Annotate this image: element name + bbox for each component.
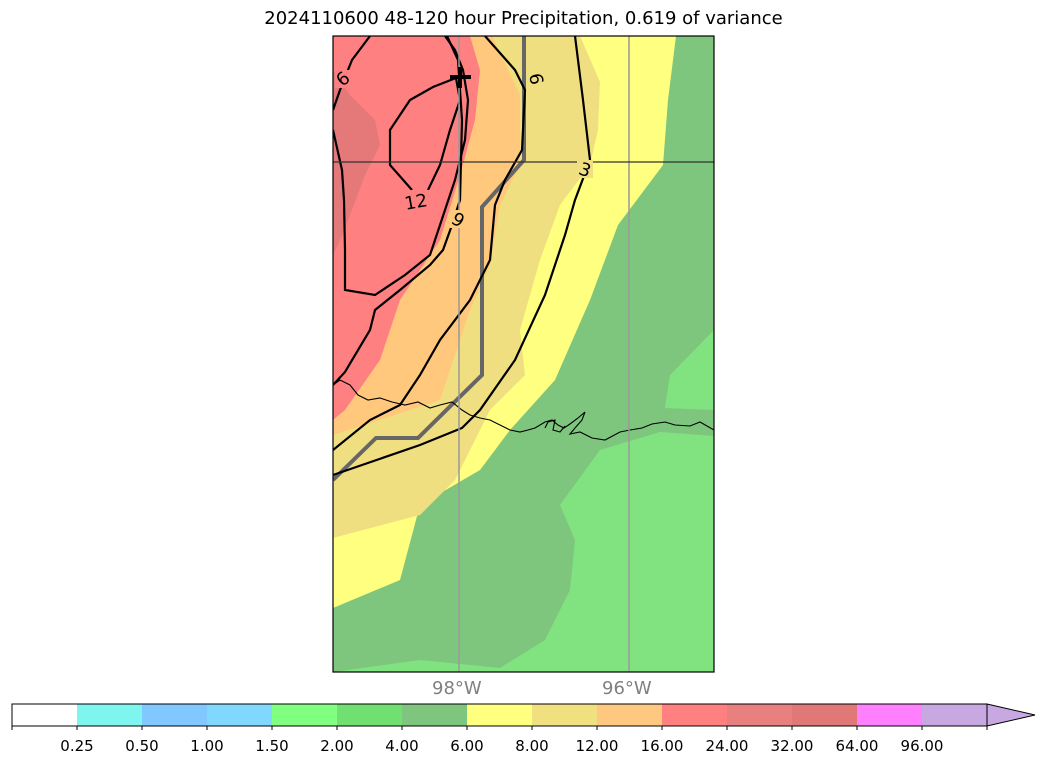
colorbar-tick-label: 1.50 bbox=[255, 737, 289, 755]
colorbar-segment bbox=[727, 704, 792, 726]
location-marker bbox=[450, 67, 471, 88]
colorbar bbox=[11, 703, 1036, 730]
colorbar-tick-label: 2.00 bbox=[320, 737, 354, 755]
colorbar-tick-label: 0.25 bbox=[60, 737, 94, 755]
contour-label-6b: 6 bbox=[524, 72, 547, 87]
contour-6 bbox=[333, 36, 527, 451]
colorbar-segment bbox=[77, 704, 142, 726]
coastline bbox=[333, 379, 714, 441]
coastline-detail bbox=[544, 419, 566, 433]
longitude-label-96w: 96°W bbox=[602, 678, 652, 699]
colorbar-segment bbox=[207, 704, 272, 726]
precipitation-map: 6 9 12 6 3 bbox=[332, 35, 715, 673]
contour-label-12: 12 bbox=[403, 190, 429, 215]
chart-title: 2024110600 48-120 hour Precipitation, 0.… bbox=[264, 8, 783, 29]
colorbar-segment bbox=[272, 704, 337, 726]
colorbar-segment bbox=[662, 704, 727, 726]
colorbar-tick-label: 6.00 bbox=[450, 737, 484, 755]
colorbar-segment bbox=[142, 704, 207, 726]
colorbar-tick-label: 8.00 bbox=[515, 737, 549, 755]
colorbar-tick-label: 64.00 bbox=[835, 737, 879, 755]
colorbar-tick-label: 1.00 bbox=[190, 737, 224, 755]
contour-6-left bbox=[333, 36, 470, 297]
colorbar-tick-label: 24.00 bbox=[705, 737, 749, 755]
colorbar-tick-label: 0.50 bbox=[125, 737, 159, 755]
colorbar-tick-label: 96.00 bbox=[900, 737, 944, 755]
longitude-label-98w: 98°W bbox=[432, 678, 482, 699]
contour-9b bbox=[333, 36, 464, 386]
colorbar-segment bbox=[532, 704, 597, 726]
colorbar-outline bbox=[11, 703, 987, 727]
colorbar-segment bbox=[792, 704, 857, 726]
gray-boundary-line bbox=[333, 36, 526, 482]
colorbar-extend-arrow bbox=[986, 703, 1036, 727]
colorbar-tick-label: 12.00 bbox=[575, 737, 619, 755]
colorbar-segment bbox=[402, 704, 467, 726]
colorbar-segment bbox=[857, 704, 922, 726]
colorbar-tick-label: 16.00 bbox=[640, 737, 684, 755]
contour-12 bbox=[388, 76, 462, 191]
contour-3 bbox=[333, 36, 592, 477]
colorbar-segment bbox=[467, 704, 532, 726]
contour-lines bbox=[333, 36, 592, 477]
colorbar-tick-label: 32.00 bbox=[770, 737, 814, 755]
colorbar-tick-label: 4.00 bbox=[385, 737, 419, 755]
colorbar-segment bbox=[12, 704, 77, 726]
colorbar-segment bbox=[597, 704, 662, 726]
map-frame bbox=[332, 35, 715, 673]
colorbar-segment bbox=[922, 704, 987, 726]
colorbar-segment bbox=[337, 704, 402, 726]
